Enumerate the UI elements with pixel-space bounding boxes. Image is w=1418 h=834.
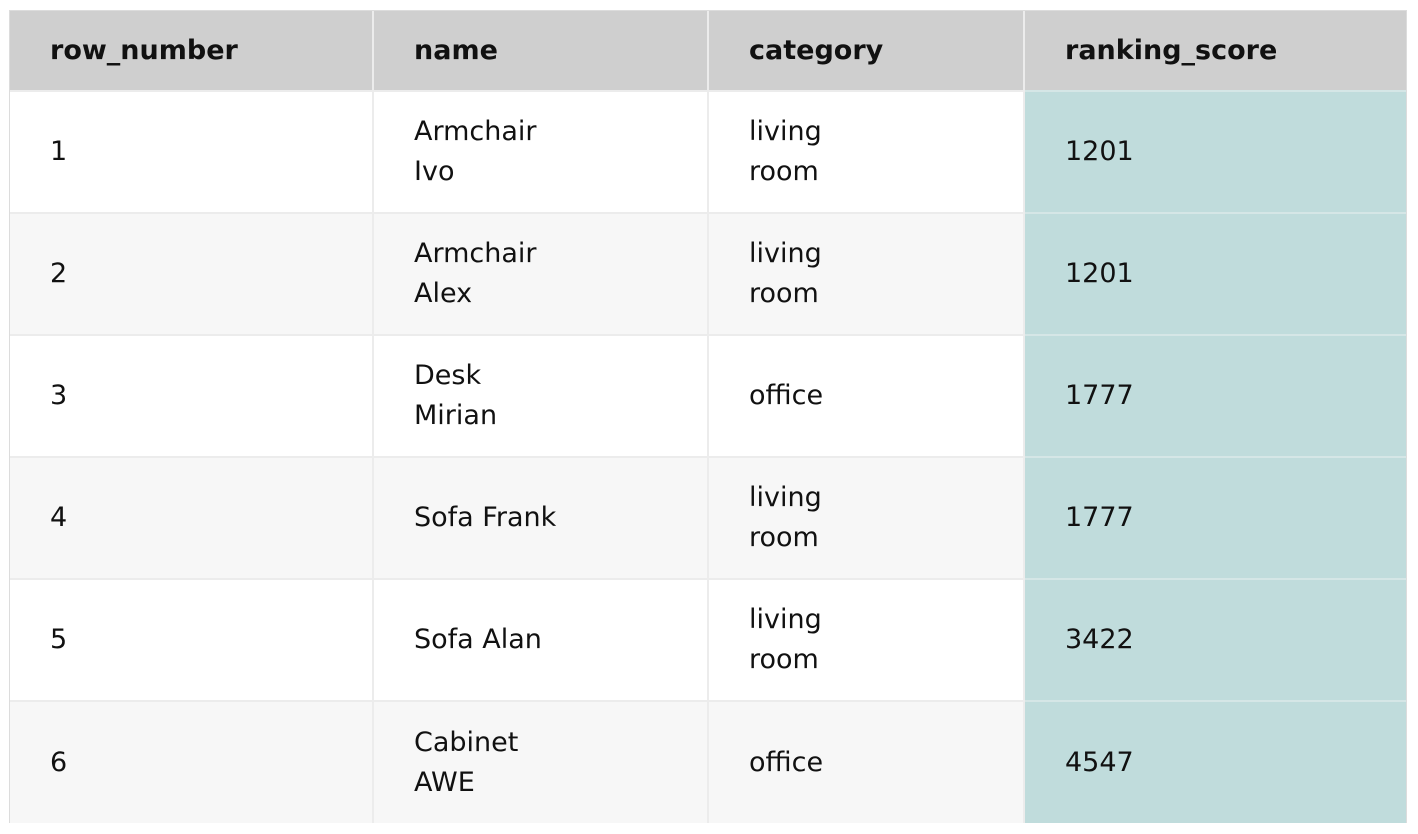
column-header-row-number[interactable]: row_number xyxy=(10,11,373,91)
data-table-container: row_number name category ranking_score 1… xyxy=(9,10,1407,823)
cell-row-number: 6 xyxy=(10,700,373,823)
table-row: 5 Sofa Alan living room 3422 xyxy=(10,578,1406,701)
cell-name: Cabinet AWE xyxy=(372,700,708,823)
cell-name: Armchair Alex xyxy=(372,212,708,335)
cell-ranking-score: 4547 xyxy=(1023,700,1406,823)
column-header-ranking-score[interactable]: ranking_score xyxy=(1023,11,1406,91)
cell-text: 6 xyxy=(50,746,68,778)
cell-text: 4547 xyxy=(1065,746,1134,778)
cell-text: 3 xyxy=(50,380,68,411)
cell-ranking-score: 1201 xyxy=(1023,212,1406,335)
cell-ranking-score: 1777 xyxy=(1023,334,1406,457)
cell-text: 2 xyxy=(50,258,68,289)
cell-text: 1 xyxy=(50,136,68,167)
cell-ranking-score: 3422 xyxy=(1023,578,1406,701)
cell-text: 1201 xyxy=(1065,258,1134,289)
cell-row-number: 4 xyxy=(10,456,373,579)
column-header-category[interactable]: category xyxy=(707,11,1024,91)
cell-text: Desk Mirian xyxy=(414,360,498,431)
cell-row-number: 5 xyxy=(10,578,373,701)
cell-text: office xyxy=(749,746,824,778)
cell-category: office xyxy=(707,334,1024,457)
cell-text: living room xyxy=(749,604,822,675)
cell-text: Sofa Frank xyxy=(414,502,557,533)
cell-text: Armchair Ivo xyxy=(414,116,537,187)
column-header-name[interactable]: name xyxy=(372,11,708,91)
table-row: 6 Cabinet AWE office 4547 xyxy=(10,700,1406,823)
table-row: 4 Sofa Frank living room 1777 xyxy=(10,456,1406,579)
cell-ranking-score: 1777 xyxy=(1023,456,1406,579)
data-table: row_number name category ranking_score 1… xyxy=(10,11,1406,823)
cell-category: living room xyxy=(707,90,1024,213)
cell-text: Sofa Alan xyxy=(414,624,542,655)
cell-category: living room xyxy=(707,456,1024,579)
cell-text: office xyxy=(749,380,824,411)
cell-name: Desk Mirian xyxy=(372,334,708,457)
cell-text: 5 xyxy=(50,624,68,655)
cell-text: living room xyxy=(749,238,822,309)
cell-text: living room xyxy=(749,116,822,187)
cell-text: Armchair Alex xyxy=(414,238,537,309)
header-row: row_number name category ranking_score xyxy=(10,11,1406,91)
cell-text: Cabinet AWE xyxy=(414,726,519,798)
cell-text: 1777 xyxy=(1065,502,1134,533)
table-row: 2 Armchair Alex living room 1201 xyxy=(10,212,1406,335)
cell-name: Sofa Frank xyxy=(372,456,708,579)
cell-ranking-score: 1201 xyxy=(1023,90,1406,213)
cell-name: Armchair Ivo xyxy=(372,90,708,213)
cell-category: office xyxy=(707,700,1024,823)
cell-text: 1777 xyxy=(1065,380,1134,411)
cell-name: Sofa Alan xyxy=(372,578,708,701)
cell-text: 1201 xyxy=(1065,136,1134,167)
table-row: 3 Desk Mirian office 1777 xyxy=(10,334,1406,457)
cell-text: living room xyxy=(749,482,822,553)
cell-category: living room xyxy=(707,212,1024,335)
table-header: row_number name category ranking_score xyxy=(10,11,1406,91)
cell-category: living room xyxy=(707,578,1024,701)
cell-row-number: 2 xyxy=(10,212,373,335)
cell-text: 3422 xyxy=(1065,624,1134,655)
cell-text: 4 xyxy=(50,502,68,533)
table-body: 1 Armchair Ivo living room 1201 2 Armcha… xyxy=(10,90,1406,823)
cell-row-number: 1 xyxy=(10,90,373,213)
table-row: 1 Armchair Ivo living room 1201 xyxy=(10,90,1406,213)
cell-row-number: 3 xyxy=(10,334,373,457)
